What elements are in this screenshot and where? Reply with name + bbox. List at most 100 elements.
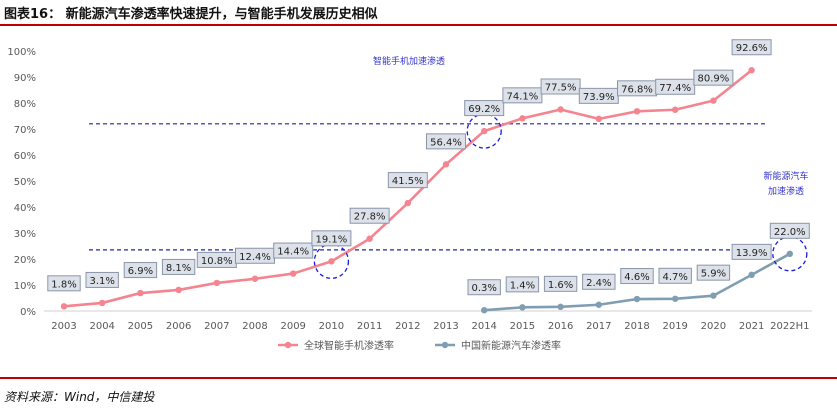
x-tick-label: 2013 xyxy=(433,321,458,332)
series-point xyxy=(633,108,641,115)
series-point xyxy=(672,295,679,302)
data-label-box xyxy=(658,267,692,284)
x-tick-label: 2011 xyxy=(357,321,382,332)
series-point xyxy=(481,127,488,135)
series-point xyxy=(557,106,564,113)
data-label-box xyxy=(273,242,314,259)
data-label: 80.9% xyxy=(698,74,730,85)
series-point xyxy=(672,106,679,113)
legend-swatch-point xyxy=(284,341,292,349)
data-label: 1.6% xyxy=(548,280,573,291)
data-label: 0.3% xyxy=(471,283,496,294)
data-label-box xyxy=(47,275,81,292)
series-point xyxy=(557,303,564,311)
data-label: 1.4% xyxy=(510,280,535,291)
x-tick-label: 2022H1 xyxy=(770,321,809,332)
data-label-box xyxy=(620,268,654,285)
data-label-box xyxy=(467,279,501,296)
data-label-box xyxy=(543,275,578,292)
data-label: 14.4% xyxy=(277,247,309,258)
x-tick-label: 2005 xyxy=(128,321,153,332)
x-tick-label: 2010 xyxy=(319,321,344,332)
data-label: 2.4% xyxy=(586,278,611,289)
data-label: 3.1% xyxy=(89,276,114,287)
x-tick-label: 2017 xyxy=(586,321,611,332)
series-point xyxy=(328,258,335,265)
x-axis: 2003 2004 2005 2006 2007 2008 2009 2010 2011 2012… xyxy=(44,310,812,332)
annotation-nev-line1: 新能源汽车 xyxy=(763,170,808,182)
data-label-box xyxy=(464,100,505,117)
reference-lines xyxy=(89,123,766,251)
data-label-box xyxy=(349,207,390,224)
y-tick-label: 50% xyxy=(14,177,36,188)
data-label-box xyxy=(311,230,352,247)
series-point xyxy=(60,303,68,310)
legend-label: 全球智能手机渗透率 xyxy=(304,339,394,352)
data-label-box xyxy=(387,172,428,189)
data-label: 76.8% xyxy=(621,84,653,95)
series-point xyxy=(786,250,793,257)
data-label: 77.4% xyxy=(659,83,691,94)
y-tick-label: 30% xyxy=(14,229,36,240)
series-point xyxy=(710,97,717,104)
legend: 全球智能手机渗透率 中国新能源汽车渗透率 xyxy=(278,339,561,352)
data-label-box xyxy=(696,264,731,281)
legend-swatch-point xyxy=(441,341,449,349)
series-point xyxy=(99,299,106,307)
x-tick-label: 2006 xyxy=(166,321,191,332)
data-label-box xyxy=(769,222,810,239)
series-point xyxy=(481,307,488,314)
penetration-line-chart: 0%10%20%30%40%50%60%70%80%90%100% 2003 20… xyxy=(7,39,812,352)
y-tick-label: 20% xyxy=(14,255,36,266)
x-tick-label: 2014 xyxy=(471,321,496,332)
series-point xyxy=(595,115,602,123)
series-point xyxy=(710,292,717,299)
data-label-box xyxy=(502,87,543,104)
y-tick-label: 90% xyxy=(14,73,36,84)
series-lines xyxy=(60,67,793,314)
data-label-box xyxy=(123,262,158,279)
data-labels: 1.8% 3.1% 6.9% 8.1% 10.8% 12.4% 14.4% 19.1% 27.8… xyxy=(47,39,810,296)
source-note: 资料来源：Wind，中信建投 xyxy=(4,390,155,404)
series-point xyxy=(633,295,641,303)
data-label: 22.0% xyxy=(774,227,806,238)
data-label: 56.4% xyxy=(430,137,462,148)
data-label: 13.9% xyxy=(736,248,768,259)
data-label-box xyxy=(426,133,466,150)
series-point xyxy=(519,115,526,122)
y-tick-label: 60% xyxy=(14,151,36,162)
y-tick-label: 100% xyxy=(7,47,36,58)
y-tick-label: 80% xyxy=(14,99,36,110)
data-label-box xyxy=(540,78,581,95)
data-label: 1.8% xyxy=(51,279,76,290)
x-tick-label: 2009 xyxy=(280,321,305,332)
y-tick-label: 0% xyxy=(20,307,36,318)
data-label-box xyxy=(731,243,772,260)
series-point xyxy=(595,301,602,308)
x-tick-label: 2003 xyxy=(51,321,76,332)
x-tick-label: 2018 xyxy=(624,321,649,332)
chart-title: 图表16： 新能源汽车渗透率快速提升，与智能手机发展历史相似 xyxy=(4,7,378,22)
data-label: 41.5% xyxy=(392,176,424,187)
y-tick-label: 70% xyxy=(14,125,36,136)
x-tick-label: 2021 xyxy=(739,321,764,332)
annotation-nev-line2: 加速渗透 xyxy=(768,185,804,197)
y-tick-label: 40% xyxy=(14,203,36,214)
data-label: 6.9% xyxy=(128,266,153,277)
data-label: 4.7% xyxy=(662,272,687,283)
annotations: 智能手机加速渗透 新能源汽车 加速渗透 xyxy=(373,55,809,197)
series-point xyxy=(213,279,220,287)
x-tick-label: 2008 xyxy=(242,321,267,332)
series-point xyxy=(175,286,182,294)
data-label-box xyxy=(655,78,696,95)
x-tick-label: 2007 xyxy=(204,321,229,332)
data-label: 12.4% xyxy=(239,252,271,263)
series-point xyxy=(366,235,373,242)
series-point xyxy=(251,275,259,282)
data-label: 8.1% xyxy=(166,263,191,274)
data-label: 5.9% xyxy=(701,269,726,280)
x-tick-label: 2016 xyxy=(548,321,573,332)
x-tick-label: 2019 xyxy=(662,321,687,332)
data-label: 73.9% xyxy=(583,92,615,103)
series-point xyxy=(290,270,297,277)
